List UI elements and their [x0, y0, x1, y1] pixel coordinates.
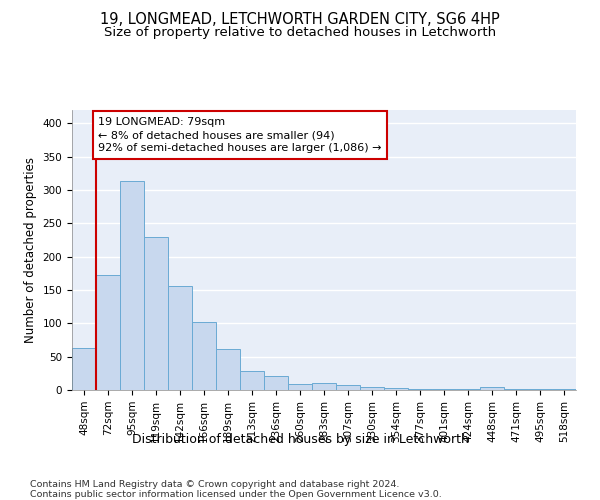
Bar	[312, 384, 336, 390]
Bar	[192, 322, 216, 390]
Y-axis label: Number of detached properties: Number of detached properties	[24, 157, 37, 343]
Bar	[240, 372, 264, 390]
Bar	[216, 350, 240, 390]
Bar	[480, 388, 504, 390]
Bar	[336, 386, 360, 390]
Text: Size of property relative to detached houses in Letchworth: Size of property relative to detached ho…	[104, 26, 496, 39]
Bar	[288, 384, 312, 390]
Bar	[384, 388, 408, 390]
Text: Contains HM Land Registry data © Crown copyright and database right 2024.
Contai: Contains HM Land Registry data © Crown c…	[30, 480, 442, 500]
Bar	[408, 388, 432, 390]
Bar	[264, 376, 288, 390]
Bar	[144, 238, 168, 390]
Bar	[120, 182, 144, 390]
Text: Distribution of detached houses by size in Letchworth: Distribution of detached houses by size …	[131, 432, 469, 446]
Text: 19 LONGMEAD: 79sqm
← 8% of detached houses are smaller (94)
92% of semi-detached: 19 LONGMEAD: 79sqm ← 8% of detached hous…	[98, 117, 382, 154]
Bar	[168, 286, 192, 390]
Bar	[360, 386, 384, 390]
Bar	[72, 348, 96, 390]
Text: 19, LONGMEAD, LETCHWORTH GARDEN CITY, SG6 4HP: 19, LONGMEAD, LETCHWORTH GARDEN CITY, SG…	[100, 12, 500, 28]
Bar	[96, 274, 120, 390]
